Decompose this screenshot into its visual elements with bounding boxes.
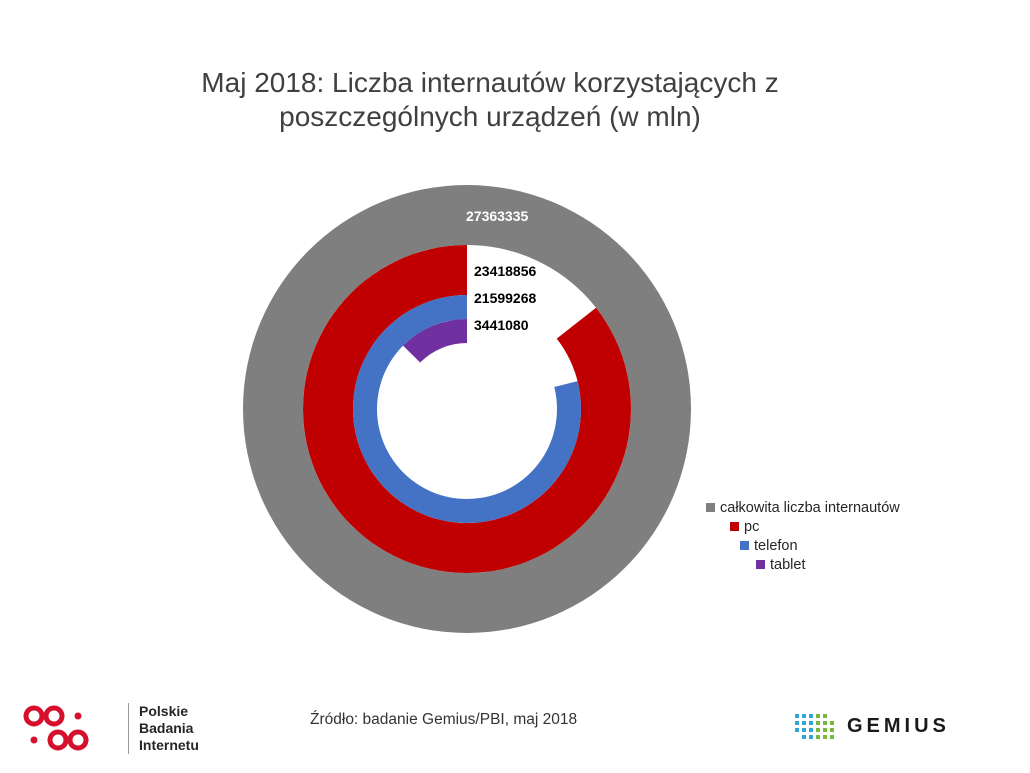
legend-item-całkowita-liczba-internautów: całkowita liczba internautów <box>706 498 900 517</box>
pbi-logo-text: Polskie Badania Internetu <box>128 703 199 754</box>
chart-title-line-2: poszczególnych urządzeń (w mln) <box>279 101 701 132</box>
pbi-logo-line-2: Badania <box>139 720 194 736</box>
gemius-dot <box>809 721 813 725</box>
gemius-dot <box>795 714 799 718</box>
chart-legend: całkowita liczba internautów pc telefon tab… <box>706 498 900 574</box>
gemius-dot <box>830 721 834 725</box>
gemius-dot <box>795 721 799 725</box>
ring-segment-tablet <box>403 319 467 363</box>
pbi-dot <box>47 729 69 751</box>
gemius-dot <box>802 728 806 732</box>
ring-segment-pc <box>303 245 632 573</box>
gemius-dot <box>802 735 806 739</box>
legend-item-tablet: tablet <box>756 555 900 574</box>
gemius-dot <box>830 735 834 739</box>
gemius-dot <box>816 728 820 732</box>
gemius-dot <box>823 735 827 739</box>
gemius-dot <box>830 728 834 732</box>
gemius-dot <box>802 721 806 725</box>
pbi-dot <box>30 736 38 744</box>
legend-label: całkowita liczba internautów <box>720 499 900 516</box>
doughnut-chart: 27363335 23418856 21599268 3441080 <box>243 185 691 633</box>
gemius-dot <box>823 721 827 725</box>
pbi-dot <box>74 712 82 720</box>
data-label-pc: 23418856 <box>474 263 537 279</box>
legend-swatch <box>756 560 765 569</box>
gemius-dot <box>816 721 820 725</box>
gemius-dot <box>816 714 820 718</box>
legend-label: telefon <box>754 537 798 554</box>
data-label-telefon: 21599268 <box>474 290 537 306</box>
gemius-logo: GEMIUS <box>793 711 1003 743</box>
pbi-logo: Polskie Badania Internetu <box>22 700 222 760</box>
pbi-dot <box>23 705 45 727</box>
gemius-dot <box>809 728 813 732</box>
data-label-tablet: 3441080 <box>474 317 529 333</box>
pbi-dot <box>43 705 65 727</box>
gemius-dot <box>823 714 827 718</box>
pbi-logo-line-1: Polskie <box>139 703 189 719</box>
legend-swatch <box>740 541 749 550</box>
chart-title-line-1: Maj 2018: Liczba internautów korzystając… <box>201 67 779 98</box>
legend-item-pc: pc <box>730 517 900 536</box>
source-note: Źródło: badanie Gemius/PBI, maj 2018 <box>310 711 578 728</box>
legend-label: pc <box>744 518 760 535</box>
gemius-dots-icon <box>795 714 834 739</box>
legend-swatch <box>706 503 715 512</box>
pbi-dot <box>67 729 89 751</box>
gemius-wordmark: GEMIUS <box>847 715 950 737</box>
data-label-całkowita-liczba-internautów: 27363335 <box>466 208 529 224</box>
gemius-dot <box>795 728 799 732</box>
pbi-logo-line-3: Internetu <box>139 737 199 753</box>
gemius-dot <box>809 735 813 739</box>
legend-item-telefon: telefon <box>740 536 900 555</box>
gemius-dot <box>823 728 827 732</box>
chart-title: Maj 2018: Liczba internautów korzystając… <box>0 66 980 134</box>
legend-label: tablet <box>770 556 806 573</box>
pbi-dots-icon <box>23 705 89 751</box>
gemius-dot <box>816 735 820 739</box>
gemius-dot <box>802 714 806 718</box>
legend-swatch <box>730 522 739 531</box>
gemius-dot <box>809 714 813 718</box>
